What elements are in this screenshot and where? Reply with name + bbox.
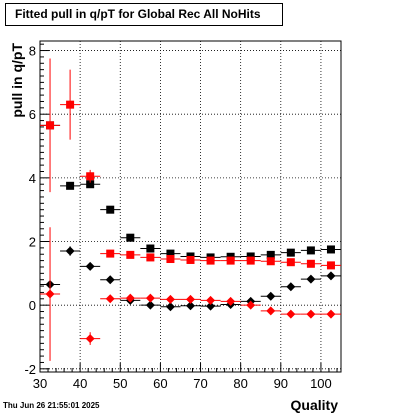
data-point: [206, 256, 215, 265]
x-tick-label-4: 70: [193, 376, 207, 391]
y-tick-label-3: 4: [29, 171, 36, 186]
data-point: [166, 255, 175, 264]
timestamp: Thu Jun 26 21:55:01 2025: [3, 401, 100, 410]
data-point: [106, 205, 115, 214]
data-point: [85, 261, 95, 271]
data-point: [186, 301, 195, 311]
data-point: [266, 306, 276, 316]
x-tick-label-7: 100: [310, 376, 332, 391]
data-point: [206, 301, 216, 311]
y-tick-label-0: -2: [24, 362, 36, 377]
data-point: [286, 258, 295, 267]
data-point: [66, 100, 75, 109]
series-1: [40, 58, 341, 270]
x-tick-label-1: 40: [73, 376, 87, 391]
data-point: [66, 181, 75, 190]
x-axis-label: Quality: [291, 397, 339, 413]
data-point: [286, 248, 295, 257]
data-point: [86, 172, 95, 181]
data-point: [146, 253, 155, 262]
data-point: [246, 252, 255, 261]
plot-frame: [39, 40, 342, 373]
y-tick-label-5: 8: [29, 44, 36, 59]
data-point: [326, 271, 336, 281]
x-tick-label-0: 30: [33, 376, 47, 391]
data-point: [145, 300, 155, 310]
data-point: [86, 180, 95, 189]
data-point: [246, 300, 256, 310]
y-tick-label-1: 0: [29, 298, 36, 313]
data-point: [306, 309, 316, 319]
x-tick-label-2: 50: [113, 376, 127, 391]
data-point: [266, 291, 276, 301]
data-point: [126, 233, 135, 242]
data-point: [166, 249, 175, 258]
data-point: [105, 275, 115, 285]
data-point: [106, 249, 115, 258]
data-point: [126, 250, 135, 259]
y-axis-label: pull in q/pT: [9, 43, 25, 118]
series-2: [40, 246, 341, 312]
data-point: [306, 246, 315, 255]
data-point: [206, 295, 216, 305]
data-point: [186, 255, 195, 264]
x-tick-label-6: 90: [274, 376, 288, 391]
y-tick-label-4: 6: [29, 107, 36, 122]
data-point: [146, 244, 155, 253]
data-point: [186, 294, 195, 304]
x-tick-label-5: 80: [233, 376, 247, 391]
data-point: [226, 256, 235, 265]
data-point: [286, 282, 296, 292]
chart-title: Fitted pull in q/pT for Global Rec All N…: [5, 3, 283, 26]
data-point: [165, 294, 175, 304]
data-point: [306, 274, 316, 284]
y-tick-label-2: 2: [29, 235, 36, 250]
data-point: [326, 309, 336, 319]
data-point: [226, 296, 236, 306]
series-3: [40, 227, 341, 361]
data-point: [45, 289, 55, 299]
data-point: [306, 259, 315, 268]
data-point: [266, 257, 275, 266]
x-tick-label-3: 60: [153, 376, 167, 391]
data-point: [46, 121, 55, 130]
data-point: [286, 309, 296, 319]
data-point: [145, 293, 155, 303]
data-point: [326, 245, 335, 254]
data-point: [326, 261, 335, 270]
data-point: [85, 334, 95, 344]
data-point: [65, 246, 75, 256]
data-point: [266, 250, 275, 259]
data-point: [125, 293, 135, 303]
data-point: [246, 256, 255, 265]
data-point: [165, 302, 175, 312]
data-point: [105, 294, 115, 304]
